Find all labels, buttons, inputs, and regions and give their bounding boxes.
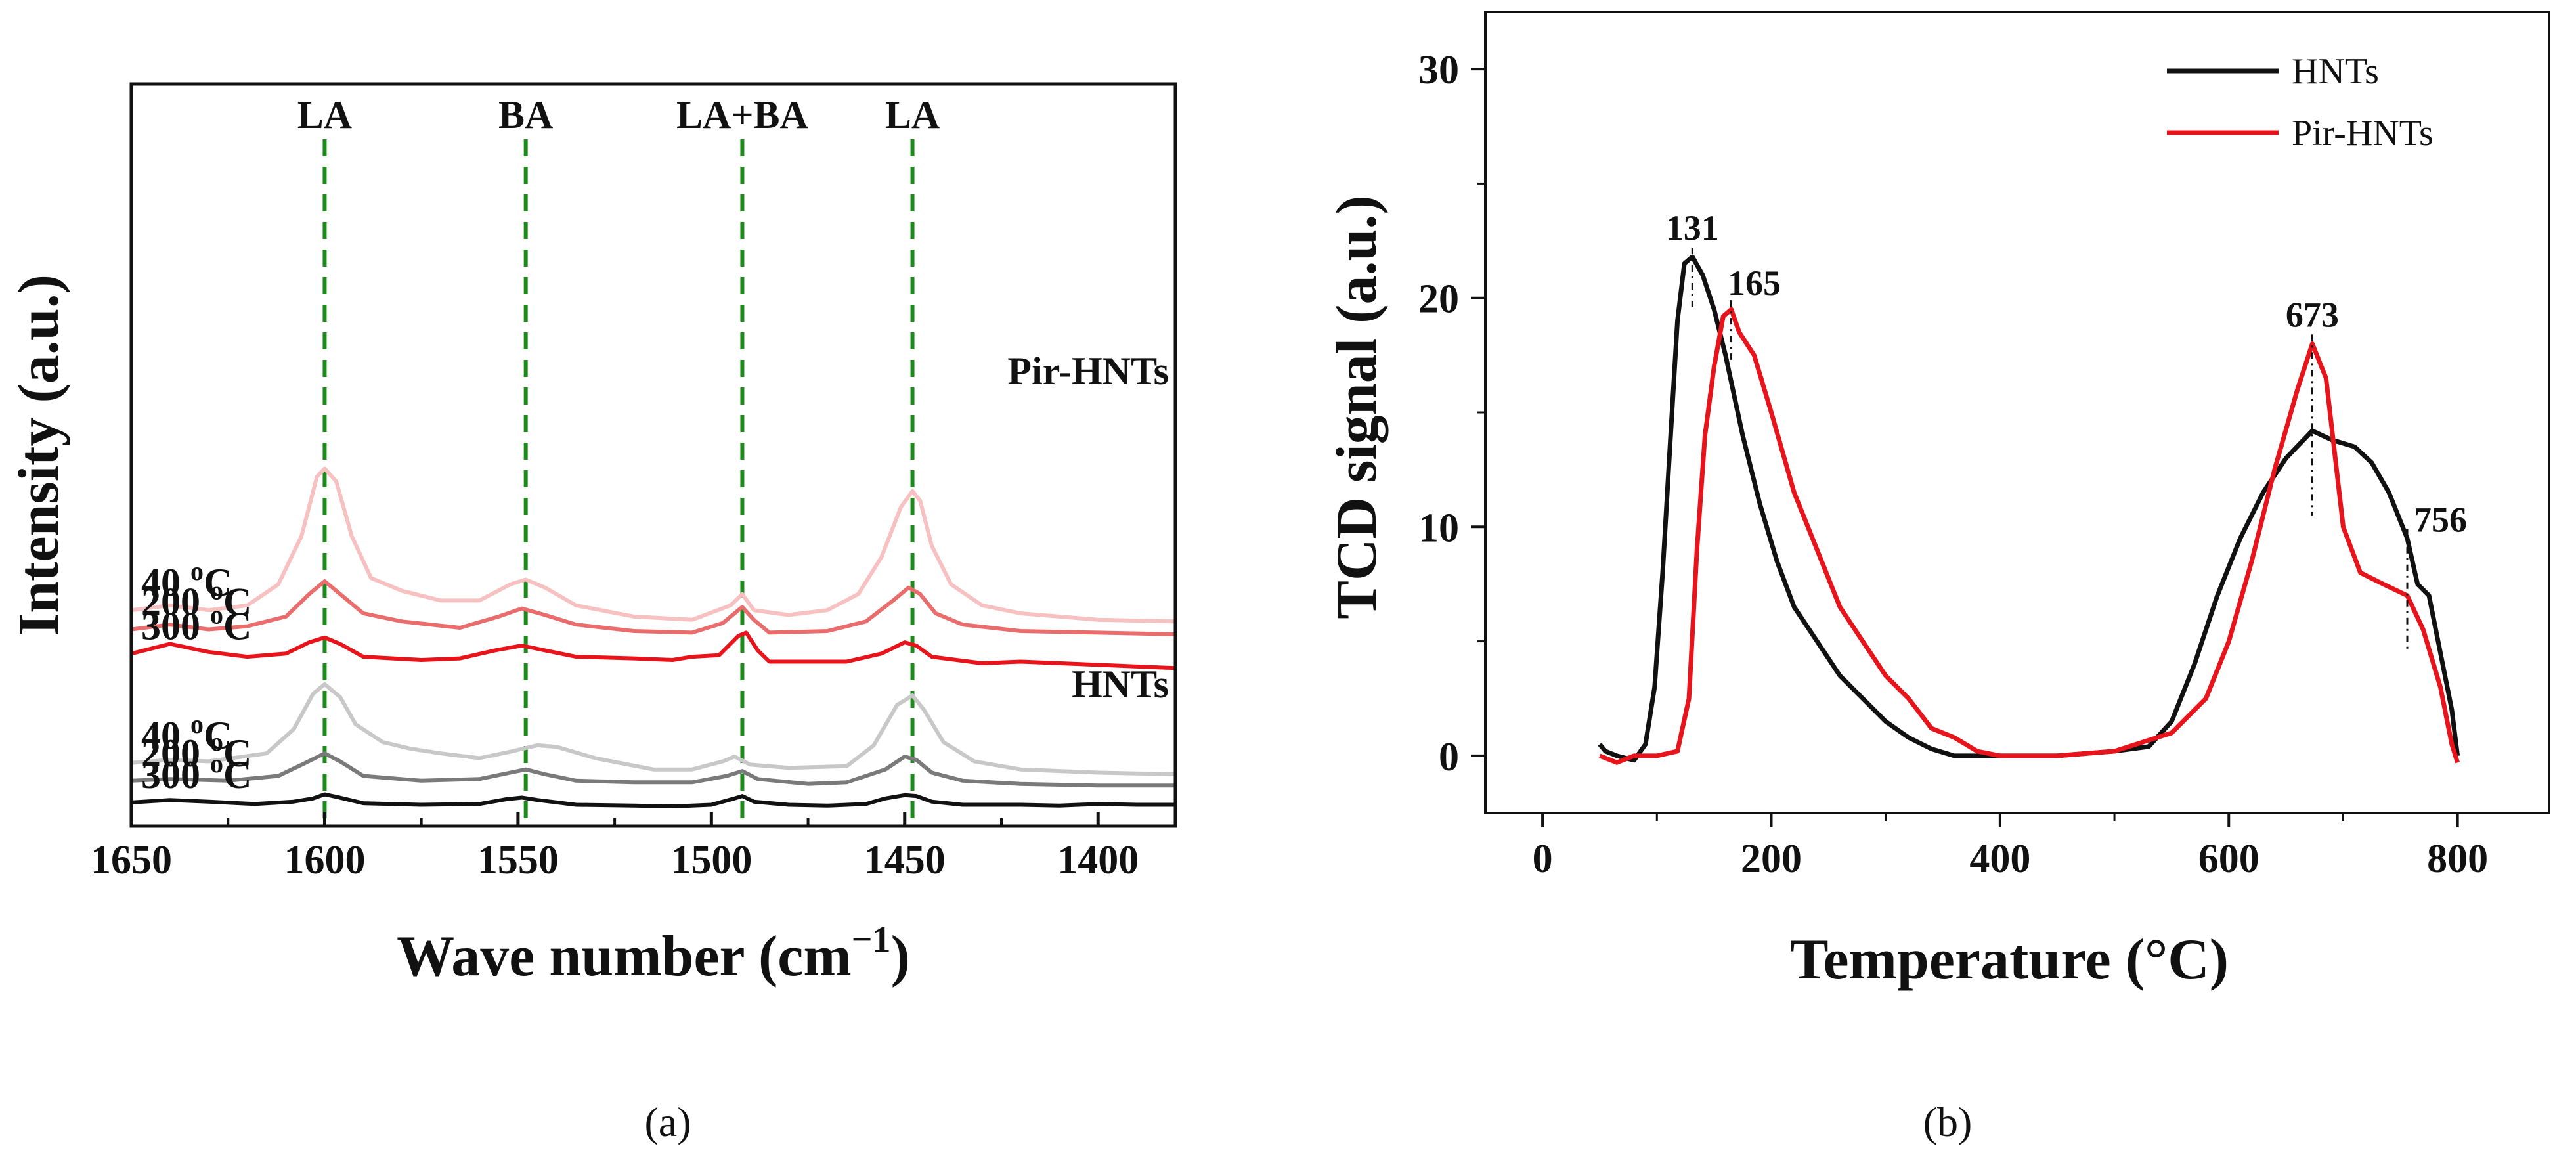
x-tick-label: 1650	[91, 838, 172, 883]
x-tick-label: 600	[2198, 837, 2259, 881]
y-tick-label: 30	[1418, 48, 1459, 93]
legend-label-pir-hnts: Pir-HNTs	[2292, 113, 2434, 154]
peak-label-756: 756	[2414, 500, 2467, 540]
legend-label-hnts: HNTs	[2292, 51, 2379, 92]
series-pir-hnts-300-c	[131, 630, 1176, 670]
reference-label-la: LA	[297, 93, 352, 137]
x-tick-label: 1500	[670, 838, 752, 883]
x-tick-label: 800	[2427, 837, 2488, 881]
series-hnts-300-c	[131, 792, 1175, 808]
y-tick-label: 10	[1418, 506, 1459, 550]
panel-b-y-axis-title: TCD signal (a.u.)	[1325, 195, 1389, 619]
series-pir-hnts-40-c	[131, 466, 1176, 624]
panel-a-y-axis-title: Intensity (a.u.)	[7, 275, 71, 636]
tpd-series	[1598, 254, 2460, 765]
x-tick-label: 1600	[284, 838, 365, 883]
reference-label-la-ba: LA+BA	[676, 93, 808, 137]
peak-label-673: 673	[2286, 295, 2339, 334]
y-tick-label: 20	[1418, 277, 1459, 322]
caption-a: (a)	[644, 1099, 691, 1145]
series-label-hnts-200-c: 200 oC	[141, 727, 251, 775]
x-tick-label: 1450	[864, 838, 946, 883]
series-pir-hnts-200-c	[131, 579, 1176, 636]
group-label-pir-hnts: Pir-HNTs	[1007, 349, 1169, 393]
series-label-pir-hnts-40-c: 40 oC	[141, 556, 232, 604]
group-label-hnts: HNTs	[1072, 663, 1169, 706]
x-tick-label: 0	[1533, 837, 1553, 881]
legend: HNTs Pir-HNTs	[2167, 51, 2434, 154]
reference-label-ba: BA	[498, 93, 553, 137]
x-tick-label: 400	[1969, 837, 2030, 881]
caption-b: (b)	[1923, 1099, 1973, 1145]
panel-b-x-ticks: 0 200 400 600 800	[1533, 813, 2488, 881]
series-pir-hnts	[1598, 307, 2460, 765]
series-hnts-40-c	[131, 682, 1176, 776]
series-label-hnts-40-c: 40 oC	[141, 709, 232, 757]
x-tick-label: 1400	[1057, 838, 1139, 883]
x-tick-label: 200	[1741, 837, 1802, 881]
series-label-pir-hnts-200-c: 200 oC	[141, 576, 251, 624]
panel-b-x-axis-title: Temperature (°C)	[1790, 928, 2229, 992]
peak-label-165: 165	[1728, 263, 1781, 303]
reference-lines: LA BA LA+BA LA	[297, 93, 940, 826]
panel-b-y-ticks: 0 10 20 30	[1418, 48, 1485, 780]
peak-label-131: 131	[1666, 208, 1719, 248]
y-tick-label: 0	[1439, 735, 1459, 780]
panel-a-x-ticks: 1650 1600 1550 1500 1450 1400	[91, 812, 1139, 883]
panel-a-x-axis-title: Wave number (cm−1)	[397, 919, 910, 988]
panel-a-plot-frame	[129, 82, 1177, 828]
reference-label-la: LA	[885, 93, 940, 137]
series-hnts	[1598, 254, 2460, 763]
series-hnts-200-c	[131, 751, 1175, 788]
x-tick-label: 1550	[477, 838, 559, 883]
series-label-hnts-300-c: 300 oC	[141, 749, 251, 797]
series-label-pir-hnts-300-c: 300 oC	[141, 600, 251, 648]
